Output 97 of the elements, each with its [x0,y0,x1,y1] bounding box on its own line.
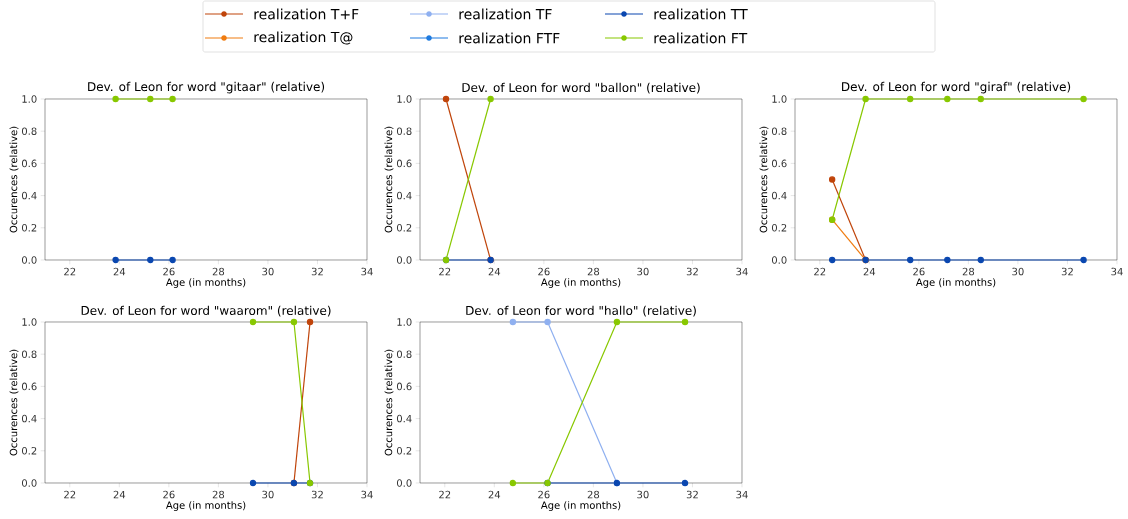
y-tick-label: 0.0 [21,479,37,487]
y-axis-title: Occurences (relative) [384,126,394,233]
y-tick-label: 0.0 [396,479,412,487]
legend-label: realization T+F [254,8,359,20]
y-axis-title: Occurences (relative) [9,349,19,456]
x-tick-label: 28 [587,490,600,499]
x-tick-label: 28 [212,490,225,499]
x-axis-title: Age (in months) [540,501,621,511]
point [1080,95,1087,103]
x-tick-label: 34 [736,490,748,499]
point [906,95,914,103]
x-axis-title: Age (in months) [915,278,996,288]
x-tick-label: 22 [64,267,76,276]
x-tick-label: 32 [686,267,698,276]
legend-label: realization FTF [459,32,560,44]
y-tick-label: 0.4 [21,414,37,423]
x-axis-title: Age (in months) [540,278,621,288]
x-tick-label: 26 [913,267,925,276]
x-tick-label: 28 [962,267,975,276]
point [828,256,836,264]
x-tick-label: 30 [1012,267,1024,276]
y-tick-label: 1.0 [772,95,787,103]
point [828,176,836,183]
x-tick-label: 24 [113,490,126,499]
y-tick-label: 0.4 [771,191,787,200]
y-tick-label: 0.2 [771,224,787,232]
y-tick-label: 0.4 [396,191,412,200]
x-tick-label: 28 [212,267,225,276]
chart-title: Dev. of Leon for word "hallo" (relative) [466,305,696,317]
point [862,95,869,103]
x-tick-label: 26 [163,267,175,276]
y-tick-label: 1.0 [22,318,37,326]
x-tick-label: 22 [814,267,826,276]
y-axis-title: Occurences (relative) [384,349,394,456]
x-tick-label: 34 [361,490,373,499]
legend-label: realization TF [459,8,552,20]
y-tick-label: 0.0 [21,256,37,264]
y-tick-label: 0.4 [21,191,37,200]
y-axis-title: Occurences (relative) [759,126,769,233]
y-axis-title: Occurences (relative) [9,126,19,233]
y-tick-label: 0.0 [396,256,412,264]
x-tick-label: 24 [113,267,126,276]
x-tick-label: 30 [262,267,274,276]
y-tick-label: 0.2 [396,446,412,455]
chart-title: Dev. of Leon for word "gitaar" (relative) [88,81,325,94]
y-tick-label: 0.6 [396,159,412,168]
x-tick-label: 34 [361,267,373,276]
y-tick-label: 0.8 [771,127,787,135]
legend-label: realization TT [654,8,748,20]
point [944,256,951,264]
point [977,256,984,264]
y-tick-label: 1.0 [397,318,412,326]
y-tick-label: 0.6 [21,382,37,391]
y-tick-label: 0.6 [771,159,787,168]
x-tick-label: 22 [439,267,451,276]
y-tick-label: 0.8 [21,350,37,358]
x-tick-label: 22 [439,490,451,499]
x-tick-label: 34 [736,267,748,276]
point [977,95,984,103]
y-tick-label: 0.2 [21,446,37,455]
y-tick-label: 0.8 [396,350,412,358]
y-tick-label: 0.2 [396,224,412,232]
y-tick-label: 0.0 [771,256,787,264]
x-tick-label: 30 [637,490,649,499]
x-tick-label: 32 [686,490,698,499]
y-tick-label: 0.8 [396,127,412,135]
legend-label: realization FT [654,32,748,44]
chart-title: Dev. of Leon for word "waarom" (relative) [81,305,331,317]
x-tick-label: 28 [587,267,600,276]
y-tick-label: 0.8 [21,127,37,135]
x-tick-label: 32 [1061,267,1073,276]
point [944,95,951,103]
y-tick-label: 0.6 [396,382,412,391]
x-tick-label: 26 [163,490,175,499]
chart-title: Dev. of Leon for word "giraf" (relative) [842,81,1071,94]
x-tick-label: 30 [637,267,649,276]
x-tick-label: 30 [262,490,274,499]
x-tick-label: 26 [538,267,550,276]
point [1080,256,1087,264]
x-axis-title: Age (in months) [165,501,246,511]
y-tick-label: 1.0 [22,95,37,103]
x-tick-label: 32 [311,267,323,276]
x-tick-label: 32 [311,490,323,499]
x-tick-label: 24 [488,490,501,499]
y-tick-label: 0.4 [396,414,412,423]
x-tick-label: 24 [488,267,501,276]
x-axis-title: Age (in months) [165,278,246,288]
chart-title: Dev. of Leon for word "ballon" (relative) [462,82,700,94]
y-tick-label: 0.6 [21,159,37,168]
x-tick-label: 26 [538,490,550,499]
y-tick-label: 0.2 [21,224,37,232]
point [906,256,914,264]
x-tick-label: 34 [1111,267,1123,276]
x-tick-label: 24 [863,267,876,276]
y-tick-label: 1.0 [397,95,412,103]
legend-label: realization T@ [254,31,353,45]
x-tick-label: 22 [64,490,76,499]
